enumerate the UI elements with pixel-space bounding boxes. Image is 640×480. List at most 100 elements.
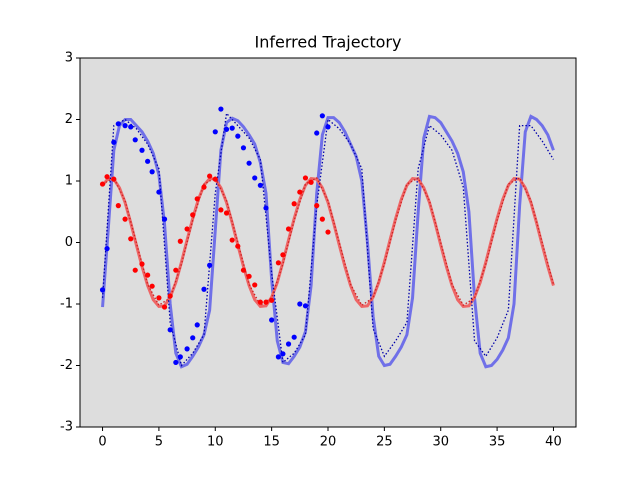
x-tick-label: 40 <box>545 435 562 450</box>
observation-point <box>297 301 303 307</box>
x-tick-label: 10 <box>207 435 224 450</box>
observation-point <box>212 176 218 182</box>
observation-point <box>246 160 252 166</box>
observation-point <box>218 106 224 112</box>
observation-point <box>269 297 275 303</box>
observation-point <box>161 304 168 310</box>
observation-point <box>173 359 179 366</box>
x-tick-label: 35 <box>489 435 506 450</box>
y-tick-label: 3 <box>65 51 73 66</box>
observation-point <box>190 335 196 341</box>
observation-point <box>257 299 263 305</box>
observation-point <box>235 243 241 249</box>
observation-point <box>115 203 121 209</box>
observation-point <box>275 260 281 266</box>
observation-point <box>99 287 106 293</box>
observation-point <box>212 129 218 135</box>
observation-point <box>122 216 128 222</box>
observation-point <box>319 216 325 222</box>
observation-point <box>257 182 263 188</box>
observation-point <box>229 125 235 131</box>
observation-point <box>139 147 145 153</box>
observation-point <box>325 124 331 130</box>
observation-point <box>145 158 151 164</box>
true-trajectory-line <box>102 177 555 307</box>
observation-point <box>240 145 247 151</box>
observation-point <box>177 238 183 244</box>
observation-point <box>167 293 173 299</box>
observation-point <box>269 317 275 323</box>
observation-point <box>252 282 258 288</box>
observation-point <box>149 169 155 175</box>
observation-point <box>132 137 138 143</box>
y-tick-label: 2 <box>65 112 73 127</box>
observation-point <box>104 174 110 180</box>
observation-point <box>190 212 196 218</box>
x-tick-label: 20 <box>320 435 337 450</box>
x-tick-label: 5 <box>155 435 163 450</box>
observation-point <box>252 175 258 181</box>
observation-point <box>201 286 207 292</box>
chart-title: Inferred Trajectory <box>255 33 402 52</box>
y-tick-label: -1 <box>60 297 73 312</box>
y-tick-label: 0 <box>65 235 73 250</box>
y-tick-label: -3 <box>60 420 73 435</box>
observation-point <box>201 184 207 190</box>
observation-point <box>325 229 331 235</box>
plot-frame <box>79 57 577 428</box>
observation-point <box>246 273 252 279</box>
x-tick-label: 0 <box>98 435 106 450</box>
observation-point <box>229 237 235 243</box>
observation-point <box>111 176 117 182</box>
y-tick-label: -2 <box>60 358 73 373</box>
observation-point <box>122 123 128 129</box>
observation-point <box>173 267 179 273</box>
observation-point <box>275 354 281 360</box>
plot-background <box>80 58 576 427</box>
observation-point <box>104 246 110 252</box>
x-tick-label: 15 <box>263 435 280 450</box>
observation-point <box>161 216 168 222</box>
observation-point <box>319 113 325 119</box>
observation-point <box>314 130 320 136</box>
observation-point <box>115 121 121 127</box>
observation-point <box>194 322 200 328</box>
observation-point <box>207 173 213 179</box>
x-tick-label: 30 <box>432 435 449 450</box>
observation-point <box>167 327 173 333</box>
observation-point <box>177 354 183 360</box>
observation-point <box>291 334 297 340</box>
observation-point <box>314 203 320 209</box>
observation-point <box>132 267 138 273</box>
observation-point <box>149 283 155 289</box>
observation-point <box>302 303 309 309</box>
observation-point <box>235 133 241 139</box>
observation-point <box>184 346 190 352</box>
observation-point <box>184 226 190 232</box>
observation-point <box>156 295 162 301</box>
observation-point <box>302 175 309 181</box>
observation-point <box>128 124 134 130</box>
true-trajectory-line <box>101 111 555 367</box>
observation-point <box>263 299 269 305</box>
observation-point <box>128 236 134 242</box>
observation-point <box>263 205 269 211</box>
observation-point <box>111 139 117 145</box>
observation-point <box>194 196 200 202</box>
observation-point <box>223 126 230 132</box>
observation-point <box>145 272 151 278</box>
observation-point <box>99 181 106 187</box>
observation-point <box>291 201 297 207</box>
observation-point <box>240 267 247 273</box>
observation-point <box>223 210 230 216</box>
observation-point <box>280 351 286 357</box>
observation-point <box>285 226 292 232</box>
observation-point <box>297 189 303 195</box>
observation-point <box>308 179 314 185</box>
y-tick-label: 1 <box>65 174 73 189</box>
inferred-line <box>101 114 555 369</box>
x-tick-label: 25 <box>376 435 393 450</box>
observation-point <box>207 262 213 268</box>
